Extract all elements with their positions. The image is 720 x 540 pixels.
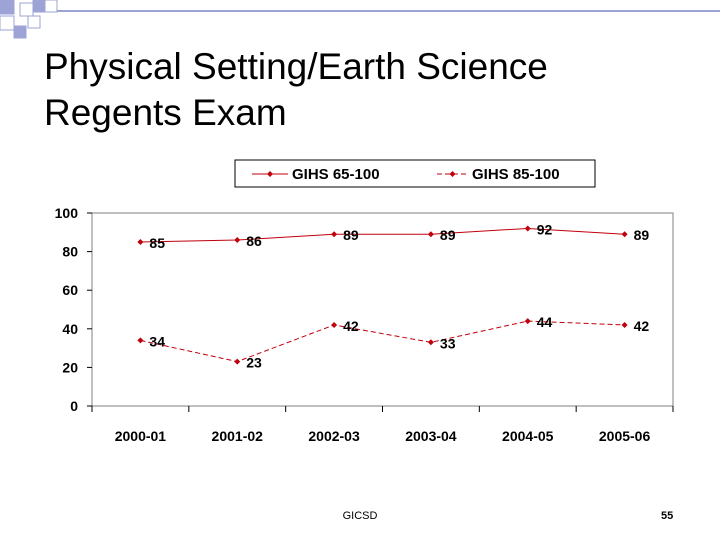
x-tick-label: 2001-02 — [212, 428, 264, 444]
data-point — [621, 321, 628, 328]
series-line-1 — [140, 227, 625, 243]
deco-square — [32, 0, 46, 13]
x-tick-label: 2003-04 — [405, 428, 457, 444]
data-label: 42 — [634, 318, 650, 334]
data-point — [234, 237, 241, 244]
data-label: 33 — [440, 335, 456, 351]
slide-title: Physical Setting/Earth Science Regents E… — [44, 44, 548, 136]
y-tick-label: 0 — [70, 398, 78, 414]
series-line-2 — [140, 320, 625, 363]
legend-label-2: GIHS 85-100 — [472, 166, 560, 183]
deco-square — [0, 15, 15, 31]
slide-title-line-2: Regents Exam — [44, 92, 287, 133]
legend-box — [234, 159, 596, 188]
footer-text: GICSD — [342, 510, 378, 522]
data-point — [524, 225, 531, 232]
slide-title-line-1: Physical Setting/Earth Science — [44, 46, 548, 87]
x-tick-label: 2002-03 — [308, 428, 360, 444]
x-tick-label: 2005-06 — [599, 428, 651, 444]
page-number: 55 — [661, 510, 674, 522]
data-label: 89 — [634, 227, 650, 243]
data-point — [331, 231, 338, 238]
x-tick-label: 2004-05 — [502, 428, 554, 444]
deco-square — [19, 2, 34, 17]
data-label: 86 — [246, 233, 262, 249]
data-point — [427, 231, 434, 238]
legend-marker — [267, 171, 273, 177]
deco-square — [13, 25, 27, 39]
y-tick-label: 40 — [62, 321, 78, 337]
data-label: 23 — [246, 355, 262, 371]
data-label: 85 — [149, 235, 165, 251]
legend-marker — [449, 171, 456, 177]
data-point — [234, 358, 241, 365]
y-tick-label: 80 — [62, 244, 78, 260]
data-point — [137, 238, 144, 245]
y-tick-label: 20 — [62, 359, 78, 375]
data-point — [137, 337, 144, 344]
deco-bar — [57, 10, 720, 12]
data-label: 89 — [440, 227, 456, 243]
data-point — [621, 231, 628, 238]
data-point — [524, 318, 531, 325]
data-label: 34 — [149, 333, 165, 349]
data-label: 89 — [343, 227, 359, 243]
deco-square — [27, 15, 41, 29]
x-tick-label: 2000-01 — [115, 428, 167, 444]
data-point — [427, 339, 434, 346]
data-point — [331, 321, 338, 328]
deco-square — [44, 0, 58, 13]
corner-decoration — [0, 0, 720, 39]
data-label: 44 — [537, 314, 553, 330]
deco-square — [0, 0, 15, 15]
data-label: 92 — [537, 221, 553, 237]
y-tick-label: 100 — [55, 205, 79, 221]
y-tick-label: 60 — [62, 282, 78, 298]
line-chart: 0 20 40 60 80 100 2000-01 2001-02 2002-03 2003-04… — [55, 159, 674, 444]
legend: GIHS 65-100 GIHS 85-100 — [234, 159, 596, 188]
plot-area — [91, 212, 674, 407]
data-label: 42 — [343, 318, 359, 334]
legend-label-1: GIHS 65-100 — [292, 166, 380, 183]
